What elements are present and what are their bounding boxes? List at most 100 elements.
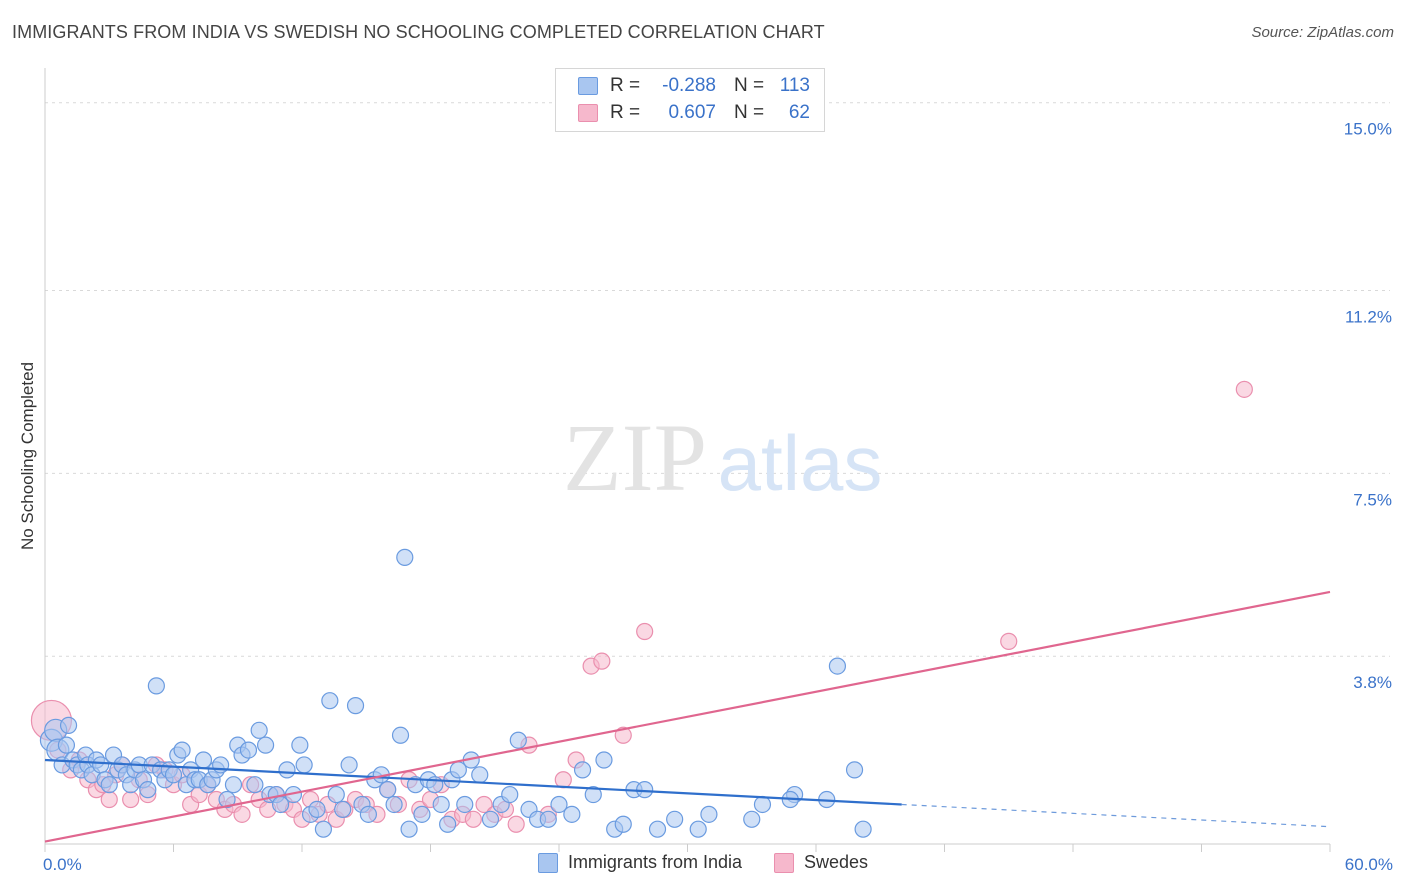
india-point: [743, 810, 761, 828]
india-point: [385, 795, 403, 814]
swedes-point: [554, 771, 572, 789]
india-point: [700, 805, 718, 823]
chart-title: IMMIGRANTS FROM INDIA VS SWEDISH NO SCHO…: [12, 22, 825, 42]
india-point: [256, 736, 275, 754]
india-point: [295, 756, 313, 774]
india-point: [400, 820, 418, 838]
india-point: [636, 781, 654, 799]
watermark-atlas: atlas: [718, 419, 883, 507]
legend-item-swedes[interactable]: Swedes: [774, 852, 868, 873]
y-tick-label: 7.5%: [1353, 490, 1392, 509]
legend-r-value: 0.607: [668, 102, 716, 123]
legend-label-swedes: Swedes: [804, 852, 869, 872]
india-point: [173, 741, 191, 759]
india-point: [246, 776, 264, 794]
india-point: [391, 726, 410, 744]
swedes-point: [1000, 632, 1018, 650]
india-point: [845, 761, 864, 779]
india-trend-line: [44, 758, 902, 806]
legend-swatch-india: [537, 852, 558, 873]
legend-label-india: Immigrants from India: [567, 852, 742, 872]
india-point: [648, 820, 667, 838]
india-point: [321, 692, 339, 710]
gridlines: [45, 102, 1390, 657]
source-label: Source: ZipAtlas.com: [1251, 24, 1394, 41]
india-point: [291, 736, 309, 754]
legend-row-india: R = -0.288 N = 113: [578, 74, 810, 98]
india-point: [57, 736, 76, 754]
india-point: [753, 795, 772, 814]
india-point: [413, 805, 431, 823]
india-point: [224, 776, 243, 794]
legend-swatch-swedes: [774, 852, 794, 873]
india-point: [666, 810, 684, 828]
tick-labels: 3.8% 7.5% 11.2% 15.0% 0.0% 60.0%: [43, 120, 1393, 874]
india-point: [396, 548, 414, 566]
swedes-trend-line: [44, 590, 1331, 843]
india-point: [314, 820, 333, 838]
y-tick-label: 11.2%: [1345, 308, 1392, 327]
india-point: [550, 795, 568, 814]
india-point: [481, 810, 500, 828]
india-point: [509, 731, 527, 749]
x-tick-label: 0.0%: [43, 855, 82, 874]
x-tick-label: 60.0%: [1345, 855, 1393, 874]
india-point: [439, 815, 457, 833]
india-point: [239, 741, 258, 759]
india-point: [346, 697, 365, 715]
legend-n-label: N =: [734, 75, 765, 96]
y-tick-label: 3.8%: [1353, 673, 1392, 692]
legend-item-india[interactable]: Immigrants from India: [537, 852, 742, 873]
india-point: [539, 810, 557, 828]
india-point: [595, 751, 613, 769]
swedes-point: [614, 726, 632, 744]
correlation-legend: R = -0.288 N = 113 R = 0.607 N = 62: [555, 68, 825, 132]
legend-n-value: 62: [788, 102, 810, 123]
india-point: [689, 820, 707, 838]
india-point: [379, 781, 397, 799]
india-point: [212, 756, 230, 774]
swedes-point: [464, 810, 482, 828]
india-point: [139, 781, 157, 799]
india-point: [218, 790, 236, 809]
india-point: [359, 805, 377, 823]
india-point: [584, 785, 602, 804]
swedes-point: [593, 652, 611, 670]
legend-swatch-swedes: [578, 104, 598, 122]
legend-r-label: R =: [610, 75, 641, 96]
india-point: [59, 716, 78, 734]
india-point: [573, 761, 592, 779]
watermark-zip: ZIP: [563, 404, 707, 511]
legend-row-swedes: R = 0.607 N = 62: [578, 101, 810, 125]
india-point: [456, 795, 474, 814]
swedes-point: [100, 790, 118, 809]
legend-n-value: 113: [779, 75, 810, 96]
india-point: [432, 795, 450, 814]
india-point: [828, 657, 847, 675]
swedes-point: [475, 795, 493, 814]
legend-r-value: -0.288: [662, 75, 716, 96]
trend-lines: [44, 590, 1331, 843]
india-point: [854, 820, 872, 838]
india-point: [334, 800, 352, 819]
india-point: [501, 785, 519, 804]
india-point: [563, 805, 581, 823]
legend-n-label: N =: [734, 102, 765, 123]
series-legend: Immigrants from India Swedes: [0, 852, 1406, 873]
india-point: [250, 721, 268, 739]
swedes-point: [507, 815, 525, 833]
india-point: [100, 776, 118, 794]
india-point: [471, 766, 489, 784]
swedes-point: [636, 622, 654, 641]
india-point: [340, 756, 358, 774]
watermark: ZIP atlas: [563, 404, 882, 511]
india-trend-extension: [901, 803, 1331, 828]
legend-swatch-india: [578, 77, 598, 95]
y-tick-label: 15.0%: [1344, 120, 1392, 139]
swedes-point: [122, 790, 140, 809]
india-point: [147, 677, 165, 695]
india-point: [278, 761, 296, 779]
india-point: [327, 785, 345, 804]
swedes-point: [233, 805, 251, 823]
